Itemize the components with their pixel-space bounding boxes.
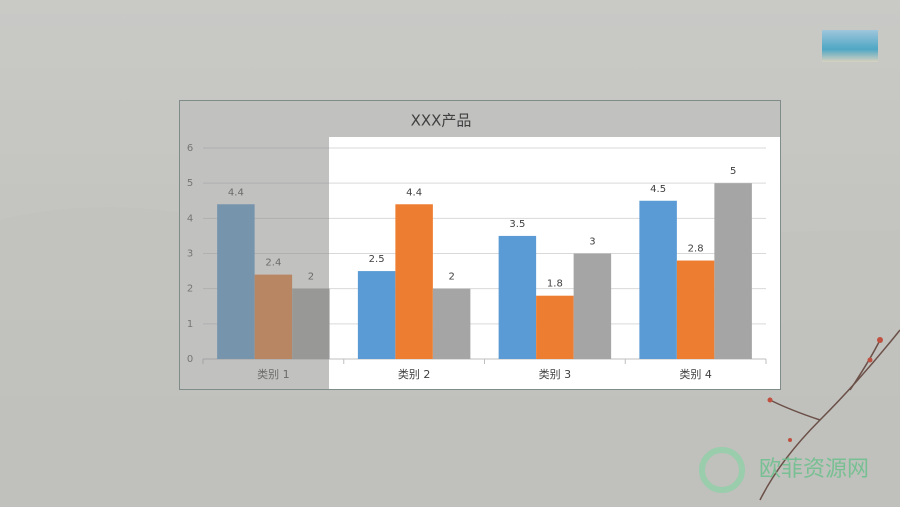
value-label: 4.4	[406, 187, 422, 198]
blossoms	[767, 337, 883, 442]
chart-title: XXX产品	[411, 112, 472, 130]
bar	[536, 295, 574, 359]
bar	[714, 183, 752, 359]
value-label: 3.5	[509, 219, 525, 230]
x-tick-label: 类别 4	[679, 367, 712, 381]
x-tick-label: 类别 3	[539, 367, 572, 381]
bar	[639, 200, 677, 359]
bar	[432, 288, 471, 359]
bar	[573, 253, 612, 359]
value-label: 4.5	[650, 184, 666, 195]
watermark-logo	[699, 447, 745, 493]
bar	[676, 260, 715, 359]
bar	[357, 271, 396, 359]
value-label: 3	[589, 237, 595, 248]
branch-decoration	[759, 329, 900, 501]
value-label: 2.8	[688, 244, 704, 255]
animation-overlay	[180, 101, 329, 389]
value-label: 2	[448, 272, 454, 283]
value-label: 2.5	[369, 254, 385, 265]
value-label: 5	[730, 166, 736, 177]
bar	[395, 204, 433, 359]
bar	[498, 235, 537, 359]
x-tick-label: 类别 2	[398, 367, 431, 381]
animation-overlay	[329, 101, 780, 137]
landscape-thumbnail	[822, 30, 878, 62]
value-label: 1.8	[547, 279, 563, 290]
watermark-text: 欧菲资源网	[759, 457, 869, 482]
